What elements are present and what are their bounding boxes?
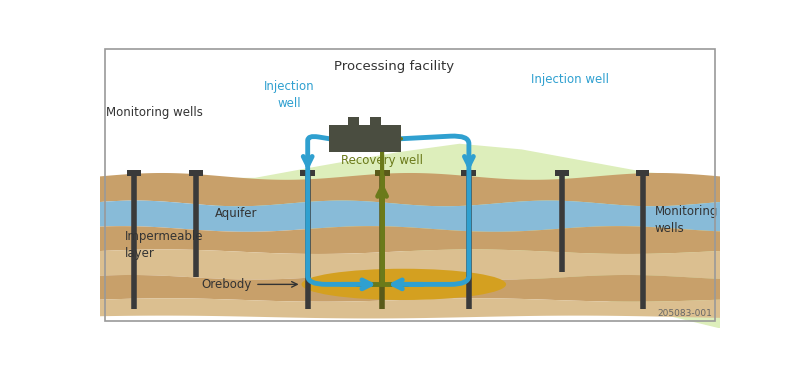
- Bar: [374, 170, 390, 176]
- Bar: [636, 170, 650, 176]
- Bar: [462, 170, 476, 176]
- Polygon shape: [100, 249, 720, 280]
- Bar: [330, 125, 401, 152]
- Text: Impermeable
layer: Impermeable layer: [125, 230, 203, 260]
- Bar: [555, 170, 569, 176]
- Polygon shape: [100, 144, 720, 328]
- Ellipse shape: [302, 269, 506, 300]
- Polygon shape: [100, 173, 720, 206]
- Text: Monitoring
wells: Monitoring wells: [655, 206, 718, 235]
- Polygon shape: [100, 201, 720, 232]
- Text: Processing facility: Processing facility: [334, 60, 454, 73]
- Text: 205083-001: 205083-001: [658, 308, 713, 318]
- Polygon shape: [100, 298, 720, 318]
- Text: Aquifer: Aquifer: [214, 207, 258, 220]
- Text: Recovery well: Recovery well: [341, 154, 423, 167]
- Bar: [348, 117, 359, 125]
- Polygon shape: [100, 275, 720, 302]
- Text: Monitoring wells: Monitoring wells: [106, 106, 203, 119]
- Text: Orebody: Orebody: [202, 278, 252, 291]
- Bar: [300, 170, 315, 176]
- Text: Injection well: Injection well: [531, 73, 609, 86]
- Bar: [127, 170, 141, 176]
- Text: Injection
well: Injection well: [264, 80, 314, 110]
- Bar: [190, 170, 203, 176]
- Bar: [370, 117, 381, 125]
- Polygon shape: [100, 226, 720, 254]
